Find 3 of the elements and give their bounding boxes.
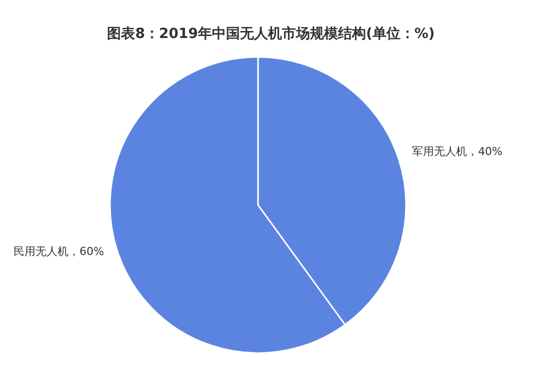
chart-title: 图表8：2019年中国无人机市场规模结构(单位：%) xyxy=(107,25,435,42)
slice-label: 民用无人机，60% xyxy=(13,245,104,258)
slice-label: 军用无人机，40% xyxy=(412,144,503,158)
